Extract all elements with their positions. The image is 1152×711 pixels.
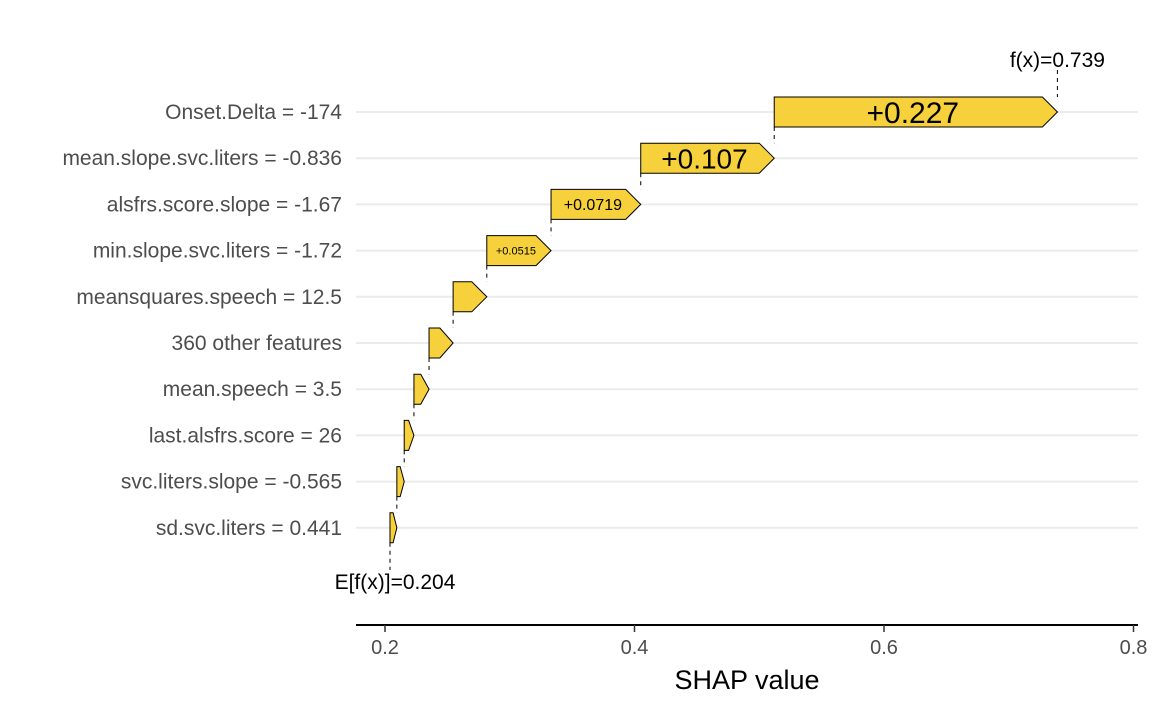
x-axis-ticks: 0.2 0.4 0.6 0.8 bbox=[371, 625, 1147, 659]
base-value-label: E[f(x)]=0.204 bbox=[335, 571, 456, 594]
bar-value-label: +0.227 bbox=[867, 97, 960, 130]
contribution-bar bbox=[403, 419, 415, 451]
feature-labels: Onset.Delta = -174 mean.slope.svc.liters … bbox=[62, 101, 342, 540]
contribution-bar bbox=[428, 327, 454, 359]
feature-label: min.slope.svc.liters = -1.72 bbox=[93, 240, 342, 263]
gridlines bbox=[356, 111, 1138, 529]
final-value-label: f(x)=0.739 bbox=[1010, 49, 1105, 72]
feature-label: svc.liters.slope = -0.565 bbox=[121, 471, 342, 494]
x-tick-label: 0.4 bbox=[621, 637, 649, 659]
feature-label: sd.svc.liters = 0.441 bbox=[156, 517, 342, 540]
bar-value-label: +0.0515 bbox=[496, 246, 536, 258]
x-tick-label: 0.6 bbox=[870, 637, 898, 659]
feature-label: last.alsfrs.score = 26 bbox=[149, 424, 342, 447]
feature-label: Onset.Delta = -174 bbox=[165, 101, 342, 124]
contribution-bar bbox=[452, 281, 488, 313]
x-tick-label: 0.2 bbox=[371, 637, 399, 659]
contribution-bar bbox=[550, 188, 642, 220]
bar-value-label: +0.0719 bbox=[564, 197, 622, 214]
contribution-bar bbox=[486, 235, 552, 267]
feature-label: mean.slope.svc.liters = -0.836 bbox=[62, 147, 342, 170]
contribution-bar bbox=[640, 142, 775, 174]
bar-value-labels: +0.227 +0.107 +0.0719 +0.0515 bbox=[496, 97, 959, 258]
x-axis-title: SHAP value bbox=[674, 665, 819, 695]
feature-label: mean.speech = 3.5 bbox=[163, 378, 342, 401]
x-tick-label: 0.8 bbox=[1120, 637, 1148, 659]
contribution-bars bbox=[389, 96, 1059, 544]
feature-label: meansquares.speech = 12.5 bbox=[76, 286, 342, 309]
contribution-bar bbox=[413, 373, 430, 405]
bar-value-label: +0.107 bbox=[661, 143, 747, 174]
contribution-bar bbox=[389, 512, 398, 544]
feature-label: alsfrs.score.slope = -1.67 bbox=[107, 193, 342, 216]
connector-lines bbox=[396, 127, 775, 513]
contribution-bar bbox=[773, 96, 1059, 128]
contribution-bar bbox=[396, 466, 405, 498]
feature-label: 360 other features bbox=[172, 332, 342, 355]
